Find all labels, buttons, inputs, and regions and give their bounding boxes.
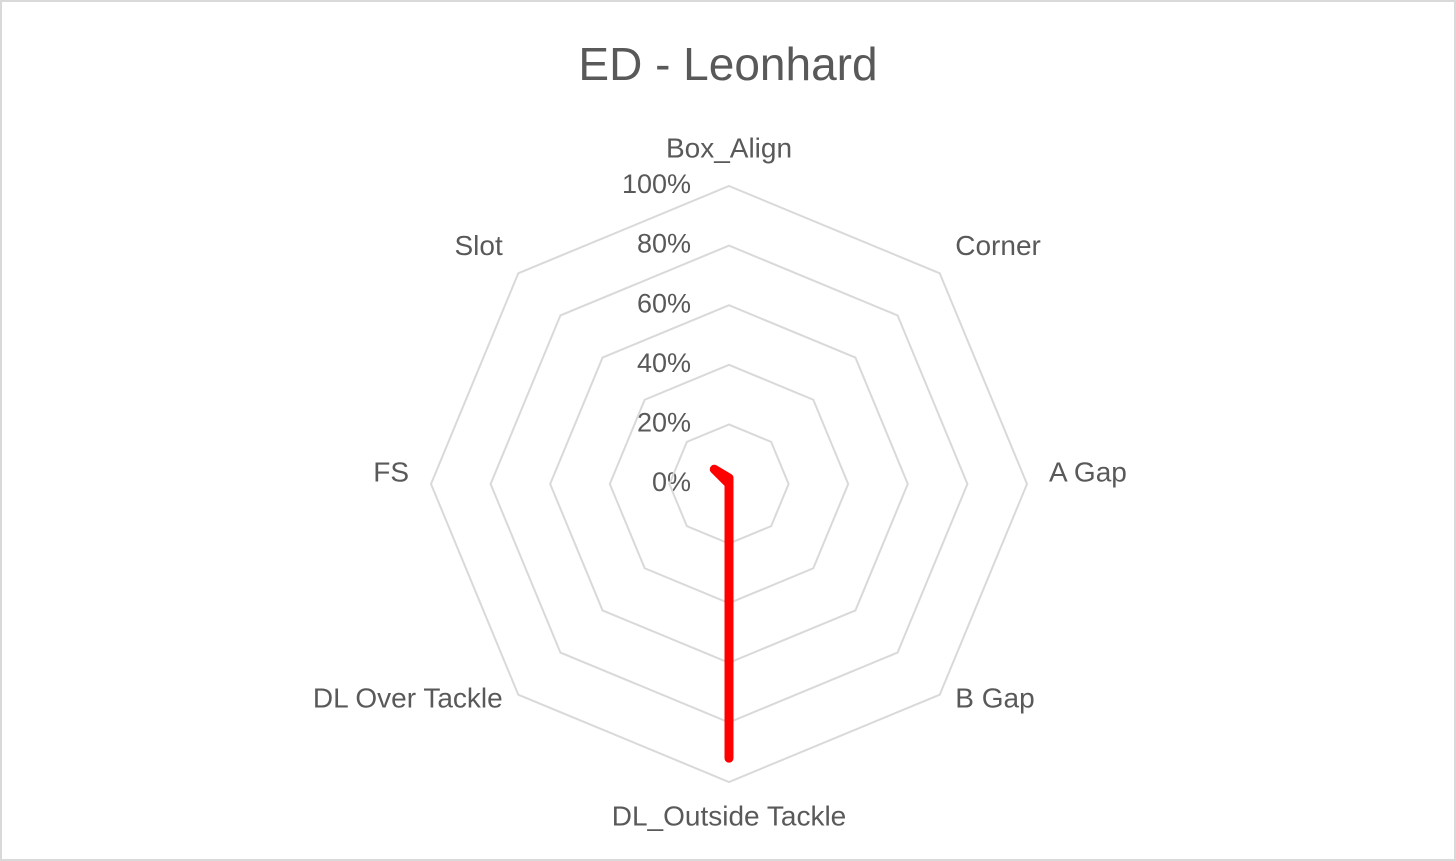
r-tick-label: 60%: [637, 288, 691, 318]
r-tick-label: 80%: [637, 229, 691, 259]
r-tick-label: 0%: [652, 467, 691, 497]
category-label: DL Over Tackle: [313, 683, 503, 714]
category-label: Box_Align: [666, 132, 792, 163]
r-tick-label: 20%: [637, 408, 691, 438]
category-label: DL_Outside Tackle: [612, 800, 847, 831]
category-label: FS: [373, 456, 409, 487]
grid-ring: [429, 184, 1029, 784]
category-label: A Gap: [1049, 456, 1127, 487]
category-label: B Gap: [955, 683, 1034, 714]
r-tick-label: 40%: [637, 348, 691, 378]
series-line: [709, 464, 734, 763]
r-tick-label: 100%: [622, 169, 691, 199]
category-label: Slot: [454, 230, 502, 261]
category-label: Corner: [955, 230, 1041, 261]
chart-title: ED - Leonhard: [578, 38, 877, 90]
